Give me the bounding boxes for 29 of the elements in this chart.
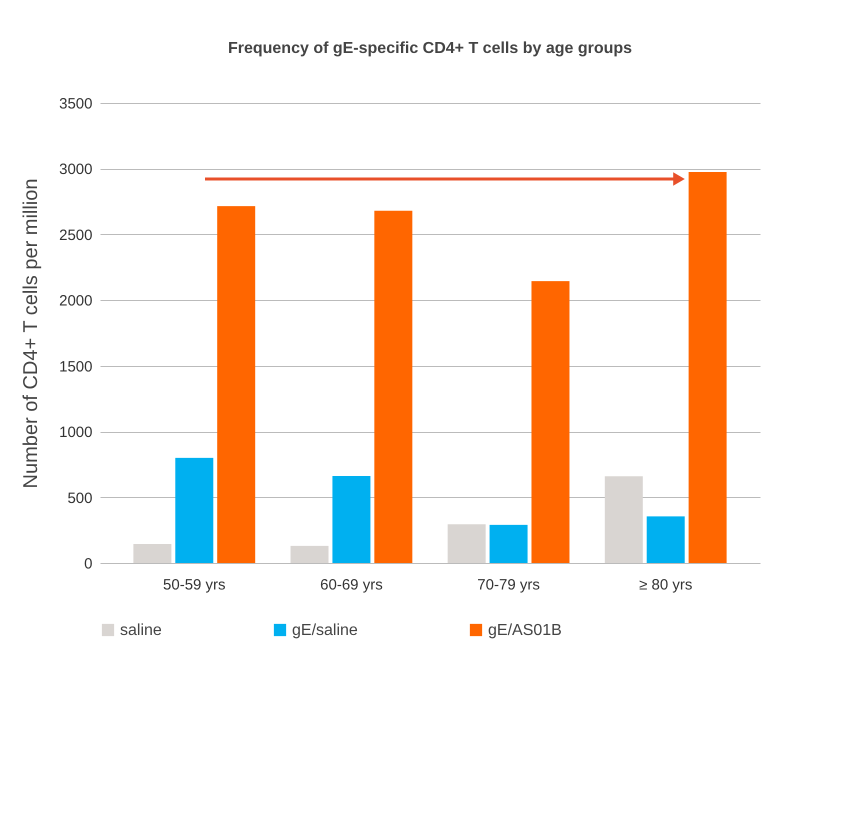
y-tick-label: 1500: [59, 358, 92, 376]
x-tick-label: 70-79 yrs: [477, 576, 540, 594]
bar: [646, 516, 685, 563]
legend-label: gE/saline: [292, 622, 358, 639]
legend-label: saline: [120, 622, 162, 639]
legend-label: gE/AS01B: [488, 622, 562, 639]
y-tick-label: 1000: [59, 424, 92, 442]
bar: [688, 172, 727, 563]
bar: [332, 476, 370, 563]
y-tick-label: 3500: [59, 96, 92, 112]
y-tick-label: 2000: [59, 292, 92, 310]
bar: [290, 546, 329, 563]
y-tick-label: 2500: [59, 226, 92, 244]
y-tick-label: 0: [84, 556, 92, 572]
bar: [604, 476, 643, 563]
x-tick-label: ≥ 80 yrs: [639, 576, 692, 594]
bar: [217, 206, 256, 563]
y-axis-title: Number of CD4+ T cells per million: [20, 178, 42, 488]
bar: [490, 524, 528, 563]
bar: [175, 458, 214, 563]
bar: [448, 524, 486, 563]
bar: [531, 281, 570, 563]
chart-title: Frequency of gE-specific CD4+ T cells by age groups: [228, 40, 632, 57]
x-tick-label: 50-59 yrs: [163, 576, 226, 594]
y-tick-label: 500: [67, 490, 92, 507]
bar: [133, 544, 172, 563]
x-tick-label: 60-69 yrs: [320, 576, 383, 594]
y-tick-label: 3000: [59, 161, 92, 178]
bar: [374, 210, 412, 563]
